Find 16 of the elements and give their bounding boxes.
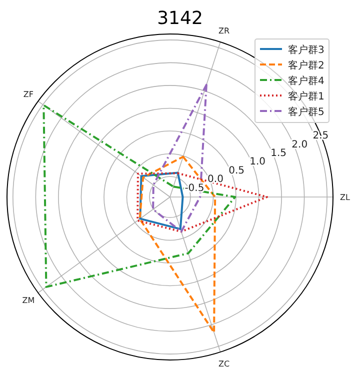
y-tick-label: 0.0 (208, 174, 224, 186)
chart-title: 3142 (157, 8, 203, 29)
spoke-label: ZL (340, 193, 351, 202)
legend-label: 客户群4 (288, 75, 324, 87)
y-tick-label: 1.0 (250, 156, 266, 168)
y-tick-label: 0.5 (228, 165, 244, 176)
spoke-label: ZM (22, 296, 35, 305)
legend-label: 客户群1 (288, 90, 324, 102)
spoke-label: ZR (218, 26, 230, 36)
spoke-label: ZC (218, 359, 230, 368)
y-tick-label: 1.5 (270, 148, 287, 160)
legend-label: 客户群2 (288, 60, 324, 72)
legend-label: 客户群3 (288, 44, 324, 56)
spoke-label: ZF (23, 90, 34, 100)
legend-label: 客户群5 (288, 106, 324, 118)
y-tick-label: 2.0 (292, 139, 308, 150)
